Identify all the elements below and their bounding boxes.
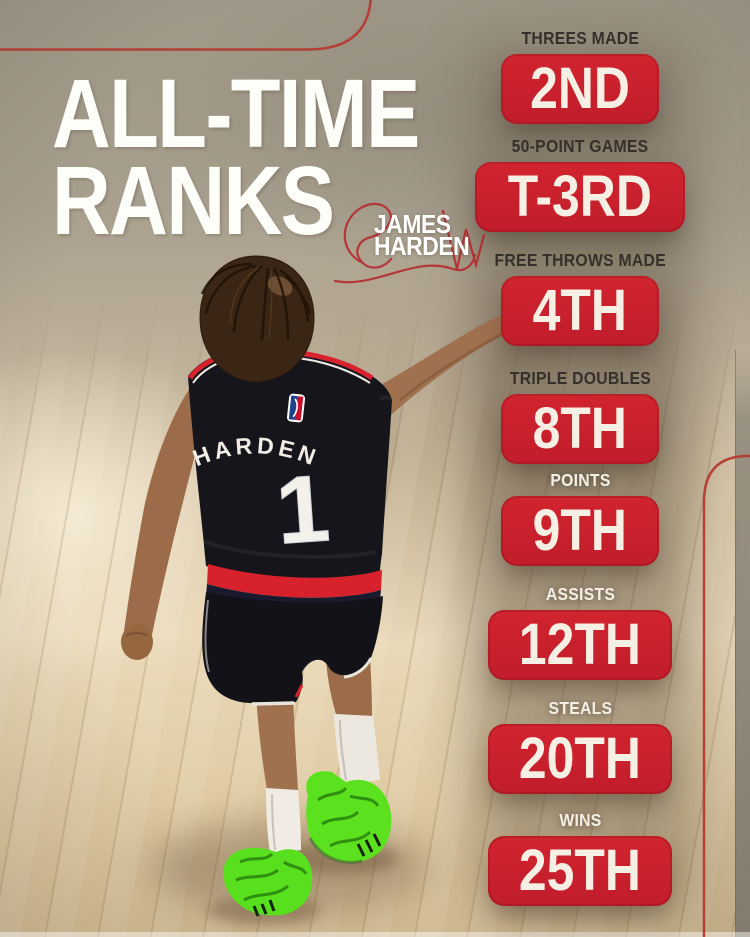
jersey-waistband	[207, 564, 382, 598]
title-line-2: RANKS	[52, 146, 335, 255]
rank-value: 25TH	[519, 838, 641, 903]
rank-value: 4TH	[532, 278, 628, 343]
stat-group-assists: ASSISTS 12TH	[455, 584, 705, 680]
stat-label: FREE THROWS MADE	[494, 250, 666, 270]
braids	[200, 262, 312, 341]
stat-label: STEALS	[548, 698, 612, 718]
rank-value: 8TH	[532, 396, 628, 461]
player-right-arm	[121, 388, 203, 660]
stat-label: THREES MADE	[521, 28, 639, 48]
stat-group-triple-doubles: TRIPLE DOUBLES 8TH	[455, 368, 705, 464]
credit-line-2: HARDEN	[374, 230, 470, 261]
rank-badge: 12TH	[488, 610, 672, 680]
nba-logo-icon	[286, 393, 306, 423]
player-shorts	[202, 592, 383, 703]
rank-badge: 8TH	[501, 394, 659, 464]
stat-group-steals: STEALS 20TH	[455, 698, 705, 794]
credit-name: JAMES HARDEN	[374, 211, 482, 261]
bottom-floor-highlight	[0, 932, 750, 937]
rank-badge: T-3RD	[475, 162, 685, 232]
stat-label: WINS	[558, 810, 602, 830]
stat-group-50-point-games: 50-POINT GAMES T-3RD	[455, 136, 705, 232]
stat-group-threes-made: THREES MADE 2ND	[455, 28, 705, 124]
rank-badge: 2ND	[500, 54, 660, 124]
stat-label: TRIPLE DOUBLES	[509, 368, 651, 388]
player-jersey: HARDEN 1	[187, 348, 393, 706]
rank-badge: 20TH	[488, 724, 672, 794]
rank-value: T-3RD	[507, 164, 653, 229]
player-shoe-right	[306, 771, 392, 864]
player-hand	[121, 624, 153, 660]
player-left-arm	[372, 302, 540, 416]
player-socks	[266, 714, 380, 854]
jersey-number: 1	[273, 455, 333, 564]
player-shoe-left	[223, 847, 313, 917]
stat-label: ASSISTS	[545, 584, 615, 604]
rank-badge: 9TH	[501, 496, 659, 566]
rank-value: 2ND	[530, 56, 630, 121]
all-time-ranks-list: THREES MADE 2ND 50-POINT GAMES T-3RD FRE…	[455, 0, 705, 937]
rank-value: 20TH	[519, 726, 641, 791]
stat-group-points: POINTS 9TH	[455, 470, 705, 566]
stat-group-wins: WINS 25TH	[455, 810, 705, 906]
title-line-1: ALL-TIME	[52, 59, 420, 168]
rank-value: 9TH	[532, 498, 628, 563]
player-photo: HARDEN 1	[121, 255, 540, 925]
rank-badge: 4TH	[501, 276, 659, 346]
stat-label: POINTS	[549, 470, 611, 490]
page-title: ALL-TIME RANKS	[52, 59, 489, 255]
rank-badge: 25TH	[488, 836, 672, 906]
player-head	[199, 255, 315, 383]
stat-label: 50-POINT GAMES	[511, 136, 649, 156]
rank-value: 12TH	[519, 612, 641, 677]
stat-group-free-throws-made: FREE THROWS MADE 4TH	[455, 250, 705, 346]
